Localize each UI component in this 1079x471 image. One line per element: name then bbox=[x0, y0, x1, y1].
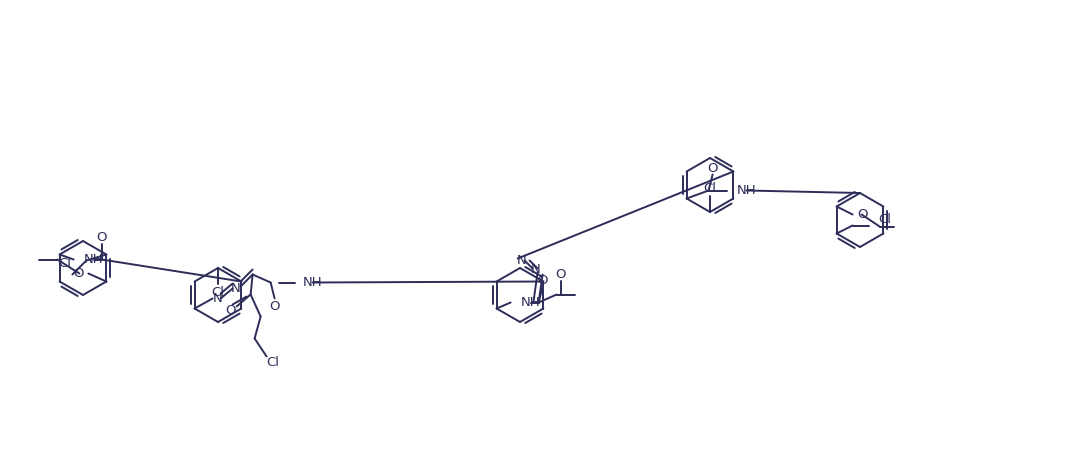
Text: NH: NH bbox=[737, 184, 756, 197]
Text: N: N bbox=[531, 263, 541, 276]
Text: Cl: Cl bbox=[878, 213, 891, 226]
Text: Cl: Cl bbox=[58, 257, 71, 270]
Text: O: O bbox=[858, 208, 869, 221]
Text: Cl: Cl bbox=[211, 285, 224, 299]
Text: Cl: Cl bbox=[704, 181, 716, 195]
Text: O: O bbox=[96, 231, 107, 244]
Text: NH: NH bbox=[83, 253, 104, 266]
Text: NH: NH bbox=[302, 276, 323, 289]
Text: O: O bbox=[537, 274, 548, 287]
Text: O: O bbox=[270, 300, 279, 313]
Text: N: N bbox=[213, 292, 222, 305]
Text: Cl: Cl bbox=[267, 356, 279, 369]
Text: N: N bbox=[231, 282, 241, 295]
Text: O: O bbox=[556, 268, 565, 281]
Text: O: O bbox=[73, 267, 83, 280]
Text: O: O bbox=[226, 304, 236, 317]
Text: O: O bbox=[708, 162, 718, 175]
Text: NH: NH bbox=[520, 296, 541, 309]
Text: N: N bbox=[517, 254, 527, 267]
